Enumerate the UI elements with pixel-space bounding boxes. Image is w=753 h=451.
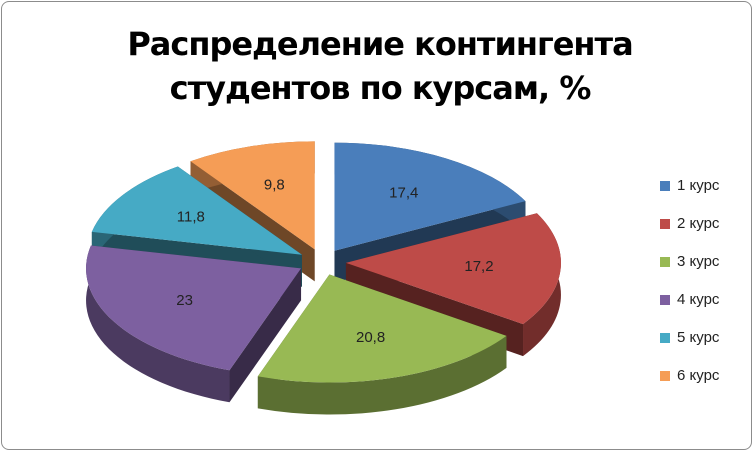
- pie-slice-side: [229, 268, 302, 403]
- legend-swatch: [660, 333, 670, 343]
- pie-slice: [257, 274, 507, 383]
- pie-slice-wall: [86, 245, 230, 403]
- pie-slice: [345, 213, 561, 325]
- legend-label: 3 курс: [677, 253, 720, 270]
- data-label: 11,8: [177, 209, 205, 226]
- data-label: 23: [176, 292, 193, 309]
- legend-swatch: [660, 181, 670, 191]
- legend-label: 5 курс: [677, 329, 720, 346]
- legend-label: 6 курс: [677, 367, 720, 384]
- pie-slice: [86, 245, 302, 371]
- legend-label: 4 курс: [677, 291, 720, 308]
- chart-title: Распределение контингента студентов по к…: [127, 25, 633, 107]
- legend-swatch: [660, 295, 670, 305]
- pie-slice-group: 23: [86, 245, 302, 403]
- legend-label: 2 курс: [677, 215, 720, 232]
- data-label: 17,2: [464, 258, 493, 275]
- pie-slice-group: 20,8: [257, 274, 507, 415]
- data-label: 20,8: [356, 329, 385, 346]
- data-label: 9,8: [264, 177, 285, 194]
- legend-swatch: [660, 371, 670, 381]
- pie-slice-wall: [257, 335, 507, 415]
- pie-slice: [91, 166, 302, 255]
- legend-swatch: [660, 257, 670, 267]
- legend-label: 1 курс: [677, 177, 720, 194]
- legend-swatch: [660, 219, 670, 229]
- data-label: 17,4: [389, 184, 418, 201]
- pie-slice: [334, 142, 526, 251]
- pie-slice: [190, 141, 315, 250]
